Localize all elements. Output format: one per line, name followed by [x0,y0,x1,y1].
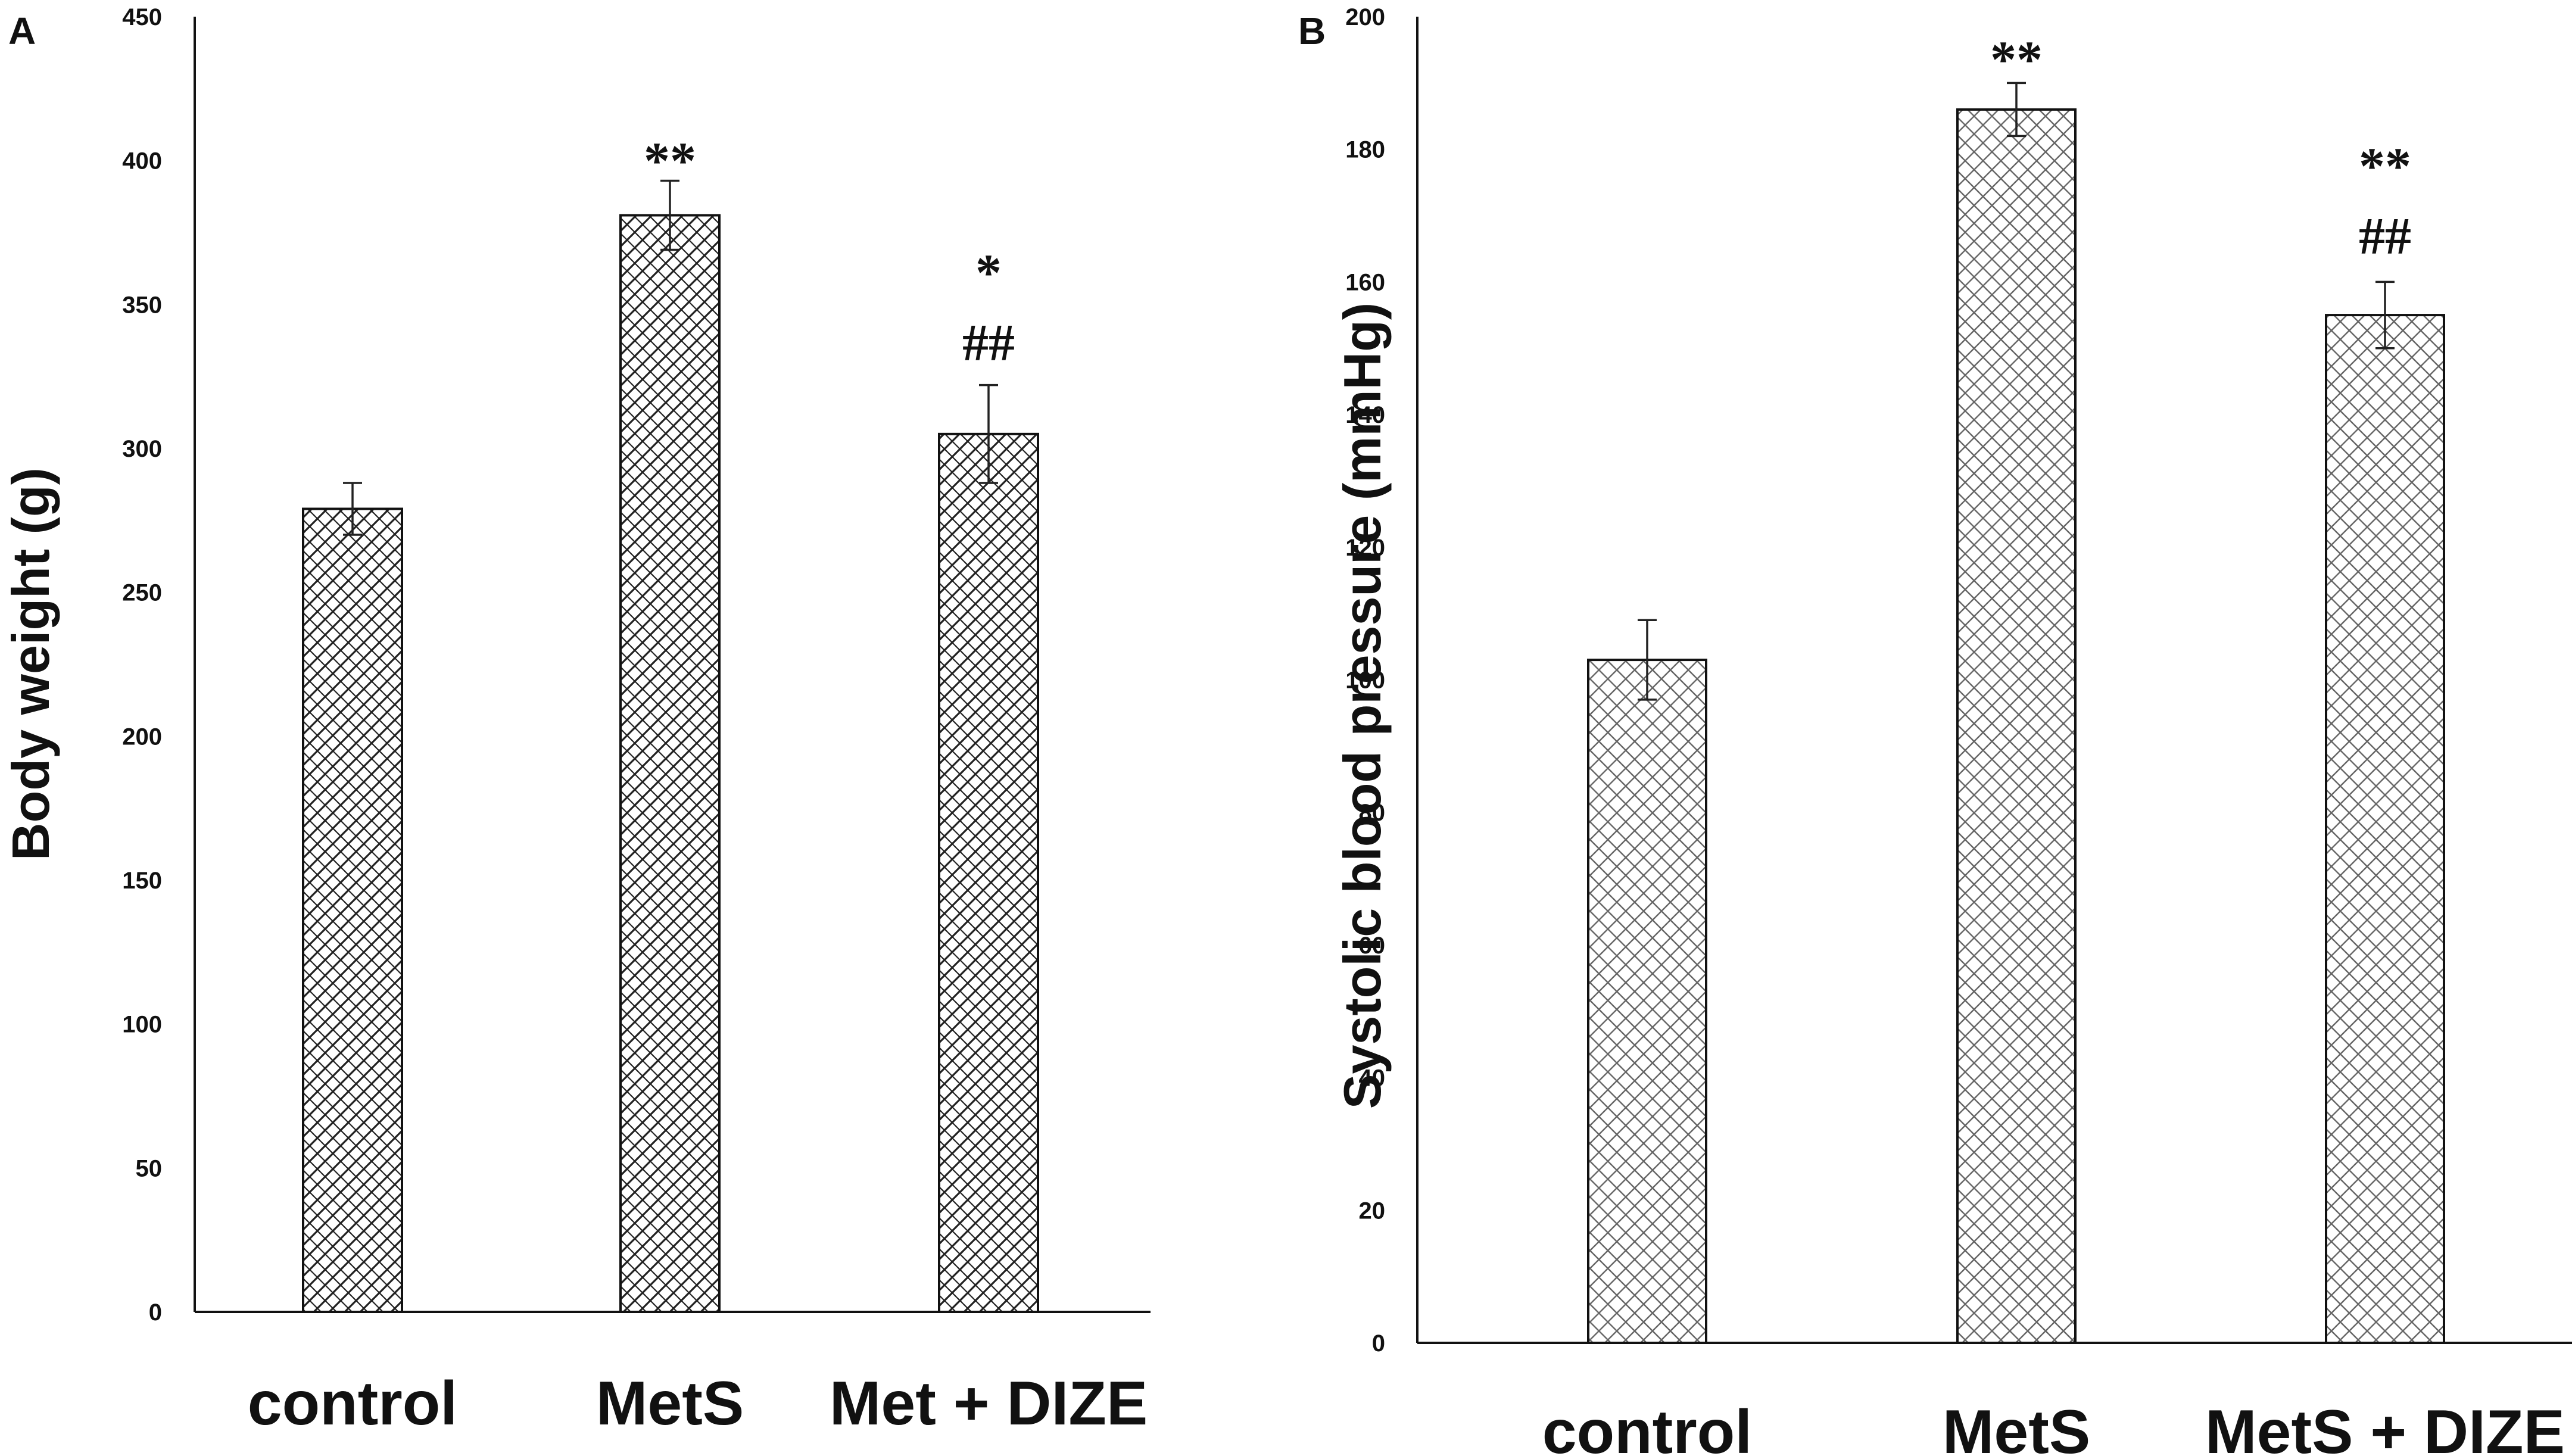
panel-b-y-tick-label: 20 [1359,1198,1386,1224]
panel-a-significance-mark: ** [644,133,696,191]
panel-a-significance-mark: ## [962,314,1015,372]
panel-b-bars [1587,108,2445,1345]
panel-b-y-tick-label: 100 [1345,668,1385,694]
panel-b-bar [1956,108,2077,1345]
panel-a-y-axis-title: Body weight (g) [1,467,60,860]
panel-a-y-tick-label: 250 [122,580,162,606]
panel-b-y-tick-label: 120 [1345,535,1385,561]
panel-b-category-label: MetS + DIZE [2205,1398,2565,1456]
panel-b-y-tick-label: 40 [1359,1065,1386,1092]
panel-b-annotations: ** ## ** [1990,31,2411,265]
panel-a-y-tick-label: 150 [122,868,162,894]
panel-a-category-label: Met + DIZE [830,1369,1148,1438]
panel-b-y-tick-label: 180 [1345,137,1385,163]
panel-b-y-tick-label: 140 [1345,402,1385,428]
panel-a-error-bars [343,179,998,536]
panel-b-significance-mark: ## [2359,207,2411,265]
panel-a-category-labels: control MetS Met + DIZE [248,1369,1148,1438]
panel-a-y-tick-label: 50 [136,1155,163,1181]
panel-a-y-tick-label: 450 [122,4,162,30]
panel-a-y-ticks: 0 50 100 150 200 250 300 350 400 450 [122,4,162,1326]
panel-b-y-ticks: 0 20 40 60 80 100 120 140 160 180 200 [1345,4,1385,1357]
panel-a-significance-mark: * [975,245,1002,303]
panel-b: B 0 20 40 60 80 100 120 140 160 180 200 Systolic b… [1298,4,2572,1456]
panel-b-letter: B [1298,10,1326,52]
panel-b-category-label: MetS [1943,1398,2090,1456]
panel-b-y-axis-title: Systolic blood pressure (mmHg) [1333,303,1392,1109]
panel-a-y-tick-label: 400 [122,148,162,174]
panel-a: A 0 50 100 150 200 250 300 350 400 450 Body weigh… [1,4,1151,1438]
panel-a-bars [302,214,1039,1313]
panel-b-y-tick-label: 80 [1359,800,1386,826]
panel-a-y-tick-label: 0 [149,1299,162,1326]
panel-b-bar [1587,659,1707,1344]
panel-b-y-tick-label: 200 [1345,4,1385,30]
panel-b-bar [2325,314,2445,1345]
panel-a-y-tick-label: 100 [122,1012,162,1038]
panel-b-significance-mark: ** [2359,138,2411,195]
panel-b-y-tick-label: 160 [1345,269,1385,295]
panel-a-bar [938,432,1039,1313]
panel-a-letter: A [8,10,36,52]
panel-a-bar [619,214,721,1313]
panel-a-category-label: control [248,1369,457,1438]
panel-b-error-bars [1638,82,2395,701]
panel-b-category-labels: control MetS MetS + DIZE [1542,1398,2565,1456]
panel-a-annotations: ** ## * [644,133,1015,372]
panel-a-y-tick-label: 300 [122,436,162,462]
panel-a-y-tick-label: 350 [122,292,162,318]
panel-a-bar [302,507,403,1313]
panel-b-category-label: control [1542,1398,1752,1456]
panel-a-y-tick-label: 200 [122,724,162,750]
panel-b-y-tick-label: 0 [1372,1330,1385,1357]
panel-b-significance-mark: ** [1990,31,2043,89]
panel-b-y-tick-label: 60 [1359,933,1386,959]
panel-a-category-label: MetS [596,1369,744,1438]
